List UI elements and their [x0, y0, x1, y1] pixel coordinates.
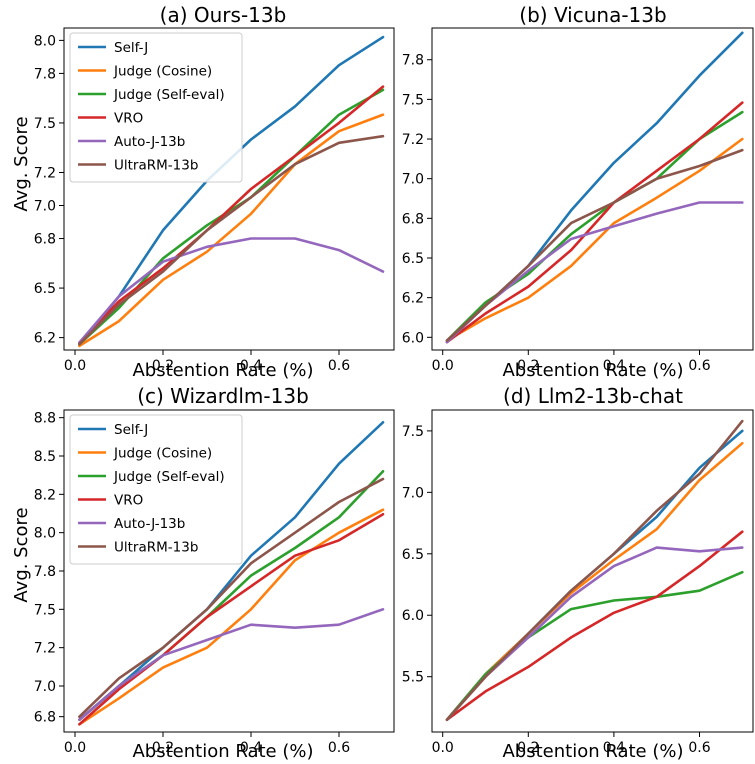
- y-tick-label: 6.2: [402, 291, 424, 307]
- y-tick-label: 7.0: [402, 172, 424, 188]
- y-tick-label: 7.2: [34, 165, 56, 181]
- y-tick-label: 6.8: [34, 232, 56, 248]
- series-line-vro: [78, 85, 385, 344]
- series-line-auto-j-13b: [78, 237, 385, 344]
- panel-b-title: (b) Vicuna-13b: [519, 3, 666, 27]
- series-line-ultrarm-13b: [445, 419, 744, 722]
- panel-c-ylabel: Avg. Score: [11, 507, 32, 602]
- panel-a: (a) Ours-13b Avg. Score Abstention Rate …: [11, 3, 395, 381]
- panel-d-title: (d) Llm2-13b-chat: [503, 384, 683, 408]
- y-tick-label: 6.8: [34, 710, 56, 726]
- x-tick-label: 0.4: [240, 358, 262, 374]
- plot-frame: [63, 27, 395, 351]
- legend-label-vro: VRO: [114, 493, 143, 509]
- x-tick-label: 0.2: [517, 740, 539, 756]
- y-tick-label: 8.0: [34, 33, 56, 49]
- y-tick-label: 8.5: [34, 449, 56, 465]
- x-tick-label: 0.0: [64, 358, 86, 374]
- series-line-vro: [445, 101, 744, 344]
- legend-label-judge-self-eval: Judge (Self-eval): [113, 469, 225, 485]
- panel-a-xlabel: Abstention Rate (%): [132, 360, 313, 381]
- y-tick-label: 7.2: [402, 132, 424, 148]
- x-tick-label: 0.4: [603, 740, 625, 756]
- x-tick-label: 0.6: [328, 358, 350, 374]
- panel-a-title: (a) Ours-13b: [160, 3, 287, 27]
- x-tick-label: 0.2: [152, 740, 174, 756]
- plot-frame: [431, 27, 754, 351]
- panel-d-plot: 0.0 0.2 0.4 0.6 5.5 6.0 6.5 7.0 7.5: [402, 409, 754, 756]
- series-line-judge-cosine: [445, 137, 744, 342]
- x-tick-label: 0.4: [240, 740, 262, 756]
- plot-frame: [431, 409, 754, 733]
- series-line-judge-cosine: [78, 508, 385, 726]
- y-tick-label: 7.5: [402, 424, 424, 440]
- y-tick-label: 7.8: [402, 53, 424, 69]
- series-line-vro: [78, 512, 385, 726]
- y-tick-label: 7.0: [34, 679, 56, 695]
- x-tick-label: 0.0: [64, 740, 86, 756]
- legend-label-ultrarm-13b: UltraRM-13b: [114, 158, 198, 174]
- y-tick-label: 7.2: [34, 641, 56, 657]
- panel-d: (d) Llm2-13b-chat Abstention Rate (%) 0.…: [402, 384, 754, 762]
- legend-label-judge-self-eval: Judge (Self-eval): [113, 87, 225, 103]
- x-tick-label: 0.6: [688, 740, 710, 756]
- x-tick-label: 0.6: [328, 740, 350, 756]
- y-tick-label: 8.2: [34, 487, 56, 503]
- panel-c-title: (c) Wizardlm-13b: [137, 384, 309, 408]
- legend-label-judge-cosine: Judge (Cosine): [113, 446, 212, 462]
- y-tick-label: 7.0: [402, 485, 424, 501]
- legend-label-judge-cosine: Judge (Cosine): [113, 64, 212, 80]
- panel-c-xlabel: Abstention Rate (%): [132, 741, 313, 762]
- y-tick-label: 7.5: [34, 116, 56, 132]
- panel-b-xlabel: Abstention Rate (%): [502, 360, 683, 381]
- series-line-ultrarm-13b: [78, 477, 385, 719]
- series-line-ultrarm-13b: [445, 148, 744, 342]
- y-tick-label: 7.0: [34, 199, 56, 215]
- x-tick-label: 0.4: [603, 358, 625, 374]
- legend-label-auto-j-13b: Auto-J-13b: [114, 134, 185, 150]
- x-tick-label: 0.0: [432, 358, 454, 374]
- x-tick-label: 0.2: [152, 358, 174, 374]
- legend-label-auto-j-13b: Auto-J-13b: [114, 516, 185, 532]
- y-tick-label: 7.8: [34, 564, 56, 580]
- y-tick-label: 7.8: [34, 66, 56, 82]
- panel-d-xlabel: Abstention Rate (%): [502, 741, 683, 762]
- panel-b: (b) Vicuna-13b Abstention Rate (%) 0.0 0.…: [402, 3, 754, 381]
- panel-b-plot: 0.0 0.2 0.4 0.6 6.0 6.2 6.5 6.8 7.0 7.2 7.5 7.8: [402, 27, 754, 374]
- y-tick-label: 7.5: [34, 602, 56, 618]
- series-line-auto-j-13b: [78, 607, 385, 722]
- y-tick-label: 6.2: [34, 331, 56, 347]
- panel-c: (c) Wizardlm-13b Avg. Score Abstention R…: [11, 384, 395, 762]
- y-tick-label: 6.0: [402, 608, 424, 624]
- y-tick-label: 8.0: [34, 526, 56, 542]
- panel-c-plot: 0.0 0.2 0.4 0.6 6.8 7.0 7.2 7.5 7.8 8.0 8.2 8.5 8.8 S…: [34, 409, 395, 756]
- y-tick-label: 6.0: [402, 330, 424, 346]
- legend-label-ultrarm-13b: UltraRM-13b: [114, 540, 198, 556]
- legend-label-self-j: Self-J: [114, 40, 148, 56]
- y-tick-label: 6.5: [34, 281, 56, 297]
- legend-label-self-j: Self-J: [114, 422, 148, 438]
- legend-label-vro: VRO: [114, 111, 143, 127]
- x-tick-label: 0.6: [688, 358, 710, 374]
- y-tick-label: 6.8: [402, 211, 424, 227]
- panel-a-ylabel: Avg. Score: [11, 116, 32, 211]
- legend-box: [69, 32, 243, 183]
- x-tick-label: 0.0: [432, 740, 454, 756]
- series-line-judge-cosine: [78, 113, 385, 348]
- series-line-vro: [445, 530, 744, 722]
- y-tick-label: 5.5: [402, 670, 424, 686]
- y-tick-label: 7.5: [402, 92, 424, 108]
- x-tick-label: 0.2: [517, 358, 539, 374]
- y-tick-label: 6.5: [402, 547, 424, 563]
- legend-box: [69, 414, 243, 565]
- panel-a-plot: 0.0 0.2 0.4 0.6 6.2 6.5 6.8 7.0 7.2 7.5 7.8 8.0 Self…: [34, 27, 395, 374]
- series-line-ultrarm-13b: [78, 134, 385, 346]
- y-tick-label: 6.5: [402, 251, 424, 267]
- y-tick-label: 8.8: [34, 411, 56, 427]
